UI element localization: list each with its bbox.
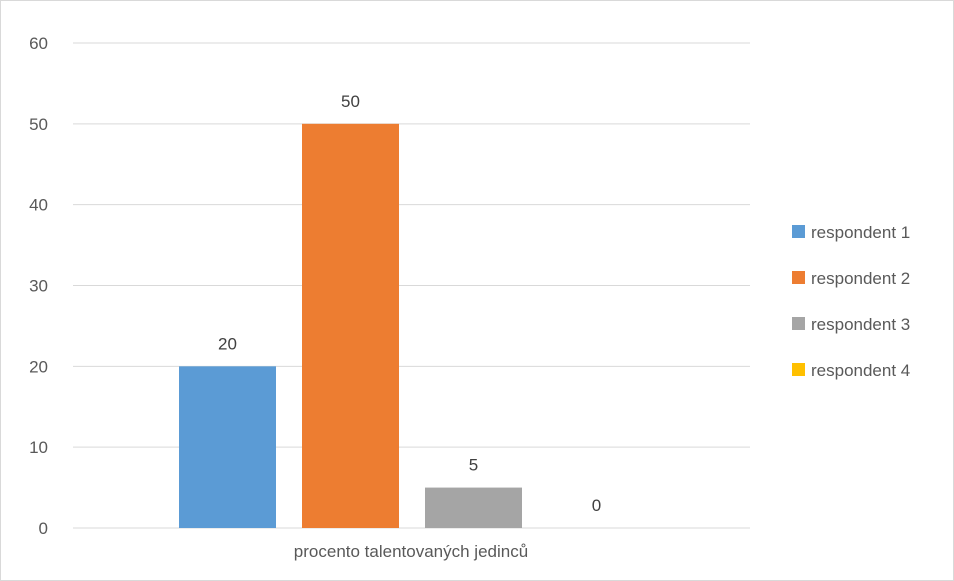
legend-swatch — [792, 225, 805, 238]
legend-label: respondent 4 — [811, 361, 910, 380]
legend: respondent 1 respondent 2 respondent 3 resp… — [792, 223, 910, 380]
data-label: 0 — [592, 496, 601, 515]
bar-respondent-3 — [425, 487, 522, 528]
y-tick-label: 50 — [29, 115, 48, 134]
legend-label: respondent 3 — [811, 315, 910, 334]
y-tick-label: 10 — [29, 438, 48, 457]
y-tick-label: 40 — [29, 196, 48, 215]
y-tick-label: 0 — [39, 519, 48, 538]
legend-label: respondent 1 — [811, 223, 910, 242]
legend-label: respondent 2 — [811, 269, 910, 288]
category-labels: procento talentovaných jedinců — [294, 542, 528, 561]
y-tick-label: 30 — [29, 277, 48, 296]
data-label: 50 — [341, 92, 360, 111]
data-label: 5 — [469, 456, 478, 475]
bar-respondent-1 — [179, 366, 276, 528]
category-label: procento talentovaných jedinců — [294, 542, 528, 561]
legend-swatch — [792, 271, 805, 284]
y-tick-label: 60 — [29, 34, 48, 53]
legend-swatch — [792, 317, 805, 330]
bar-respondent-2 — [302, 123, 399, 528]
legend-swatch — [792, 363, 805, 376]
data-label: 20 — [218, 334, 237, 353]
y-tick-label: 20 — [29, 357, 48, 376]
bars — [179, 123, 522, 528]
gridlines — [73, 42, 750, 529]
y-axis-ticks: 0 10 20 30 40 50 60 — [29, 34, 48, 538]
